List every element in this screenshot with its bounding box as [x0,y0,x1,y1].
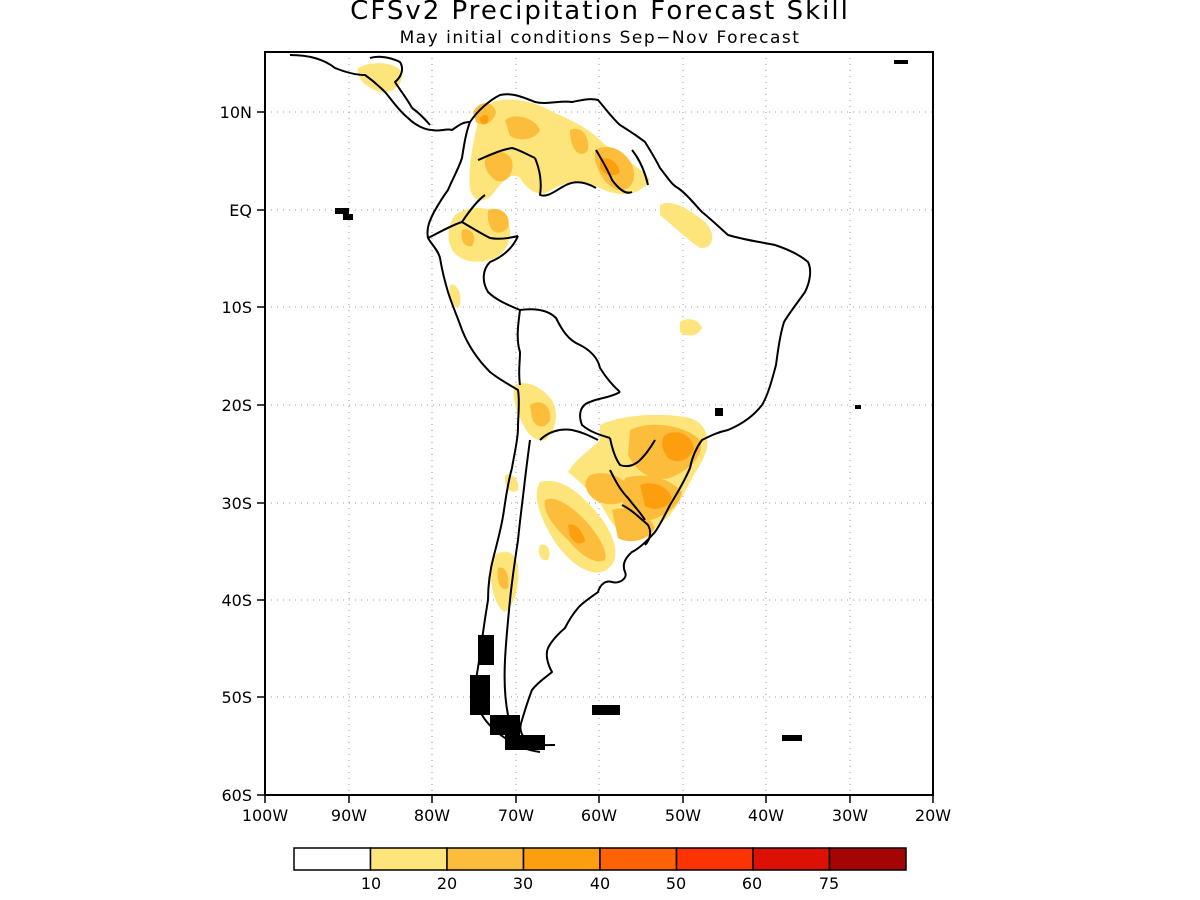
chart-subtitle: May initial conditions Sep−Nov Forecast [399,28,801,48]
skill-10-20 [357,63,713,612]
colorbar-label: 50 [666,874,686,893]
coastlines [289,54,812,753]
colorbar-swatch [752,847,831,871]
colorbar-swatch [522,847,601,871]
lon-labels: 100W 90W 80W 70W 60W 50W 40W 30W 20W [242,806,951,825]
colorbar-label: 30 [513,874,533,893]
lat-labels: 10N EQ 10S 20S 30S 40S 50S 60S [220,103,252,805]
lat-label: 10S [221,298,252,317]
colorbar-label: 10 [361,874,381,893]
lon-label: 40W [748,806,784,825]
colorbar-labels: 10 20 30 40 50 60 75 [361,874,839,893]
lat-label: 40S [221,591,252,610]
skill-30-40 [480,114,694,544]
lon-label: 60W [581,806,617,825]
colorbar-swatch [828,847,907,871]
colorbar-swatch [369,847,448,871]
lat-label: EQ [229,201,252,220]
chart-title: CFSv2 Precipitation Forecast Skill [350,0,850,26]
axis-ticks [257,111,934,803]
lon-label: 80W [414,806,450,825]
lon-label: 50W [665,806,701,825]
colorbar-label: 20 [437,874,457,893]
lat-label: 20S [221,396,252,415]
colorbar [293,847,907,871]
skill-shading [357,63,713,612]
colorbar-swatch [599,847,678,871]
colorbar-swatch [293,847,372,871]
colorbar-label: 60 [742,874,762,893]
colorbar-swatch [675,847,754,871]
lon-label: 30W [832,806,868,825]
lon-label: 100W [242,806,289,825]
lon-label: 70W [498,806,534,825]
islands [335,60,908,750]
colorbar-label: 40 [590,874,610,893]
lat-label: 30S [221,494,252,513]
colorbar-label: 75 [819,874,839,893]
colorbar-swatch [446,847,525,871]
lat-label: 10N [220,103,252,122]
lon-label: 20W [915,806,951,825]
lat-label: 60S [221,786,252,805]
lat-label: 50S [221,688,252,707]
lon-label: 90W [331,806,367,825]
